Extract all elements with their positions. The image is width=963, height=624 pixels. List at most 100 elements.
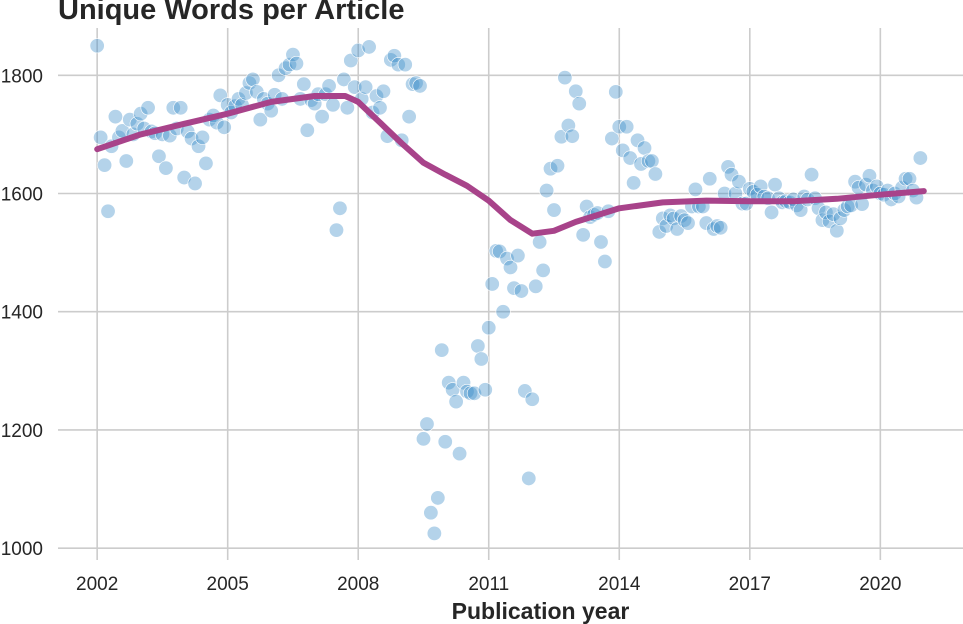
data-point [336,71,352,87]
data-point [97,157,113,173]
data-point [430,490,446,506]
data-point [285,47,301,63]
data-point [528,278,544,294]
data-point [299,122,315,138]
y-tick-label: 1800 [1,66,43,87]
data-point [470,338,486,354]
data-point [832,210,848,226]
data-point [415,431,431,447]
data-point [386,48,402,64]
data-point [452,446,468,462]
data-point [604,131,620,147]
data-point [158,160,174,176]
data-point [397,57,413,73]
data-point [818,204,834,220]
data-point [198,155,214,171]
data-point [361,39,377,55]
x-tick-label: 2017 [729,574,771,595]
data-point [118,153,134,169]
data-point [510,248,526,264]
data-point [133,106,149,122]
data-point [575,227,591,243]
data-point [173,100,189,116]
data-point [325,97,341,113]
data-point [764,204,780,220]
data-point [767,177,783,193]
data-point [513,283,529,299]
data-point [347,79,363,95]
x-tick-label: 2008 [337,574,379,595]
data-point [549,158,565,174]
x-tick-label: 2002 [76,574,118,595]
data-point [372,100,388,116]
data-point [553,129,569,145]
data-point [296,76,312,92]
y-tick-labels: 1000 1200 1400 1600 1800 [1,66,43,560]
data-point [532,234,548,250]
data-point [252,112,268,128]
data-point [608,84,624,100]
data-point [448,394,464,410]
chart-title: Unique Words per Article [58,0,405,26]
data-point [506,280,522,296]
data-point [861,168,877,184]
data-point [680,215,696,231]
data-point [462,385,478,401]
data-point [557,70,573,86]
data-point [456,375,472,391]
data-point [829,223,845,239]
x-tick-label: 2005 [207,574,249,595]
data-point [473,351,489,367]
data-point [640,153,656,169]
data-point [332,200,348,216]
data-point [568,83,584,99]
data-point [191,138,207,154]
data-point [245,71,261,87]
data-point [321,78,337,94]
y-tick-label: 1000 [1,539,43,560]
data-point [107,109,123,125]
data-point [647,166,663,182]
data-point [328,222,344,238]
data-point [314,109,330,125]
data-point [539,183,555,199]
data-point [597,253,613,269]
data-point [412,78,428,94]
data-point [502,259,518,275]
data-point [426,525,442,541]
data-point [187,175,203,191]
data-point [495,304,511,320]
data-point [521,470,537,486]
data-point [481,320,497,336]
data-point [702,171,718,187]
data-point [441,375,457,391]
data-point [564,128,580,144]
data-point [437,434,453,450]
trend-line [94,93,927,237]
data-point [401,109,417,125]
data-point [408,75,424,91]
data-point [655,210,671,226]
data-point [637,140,653,156]
data-point [593,234,609,250]
data-point [898,171,914,187]
data-point [151,148,167,164]
data-point [358,79,374,95]
data-point [423,505,439,521]
data-point [535,262,551,278]
data-point [804,167,820,183]
data-point [484,276,500,292]
x-tick-label: 2014 [598,574,641,595]
data-point [419,416,435,432]
data-point [288,55,304,71]
data-point [644,153,660,169]
x-axis-label: Publication year [452,598,630,624]
data-point [524,391,540,407]
data-point [546,202,562,218]
y-tick-label: 1200 [1,421,43,442]
trend-line-group [94,93,927,237]
data-point [731,174,747,190]
data-point [720,159,736,175]
data-point [140,100,156,116]
data-point [912,150,928,166]
